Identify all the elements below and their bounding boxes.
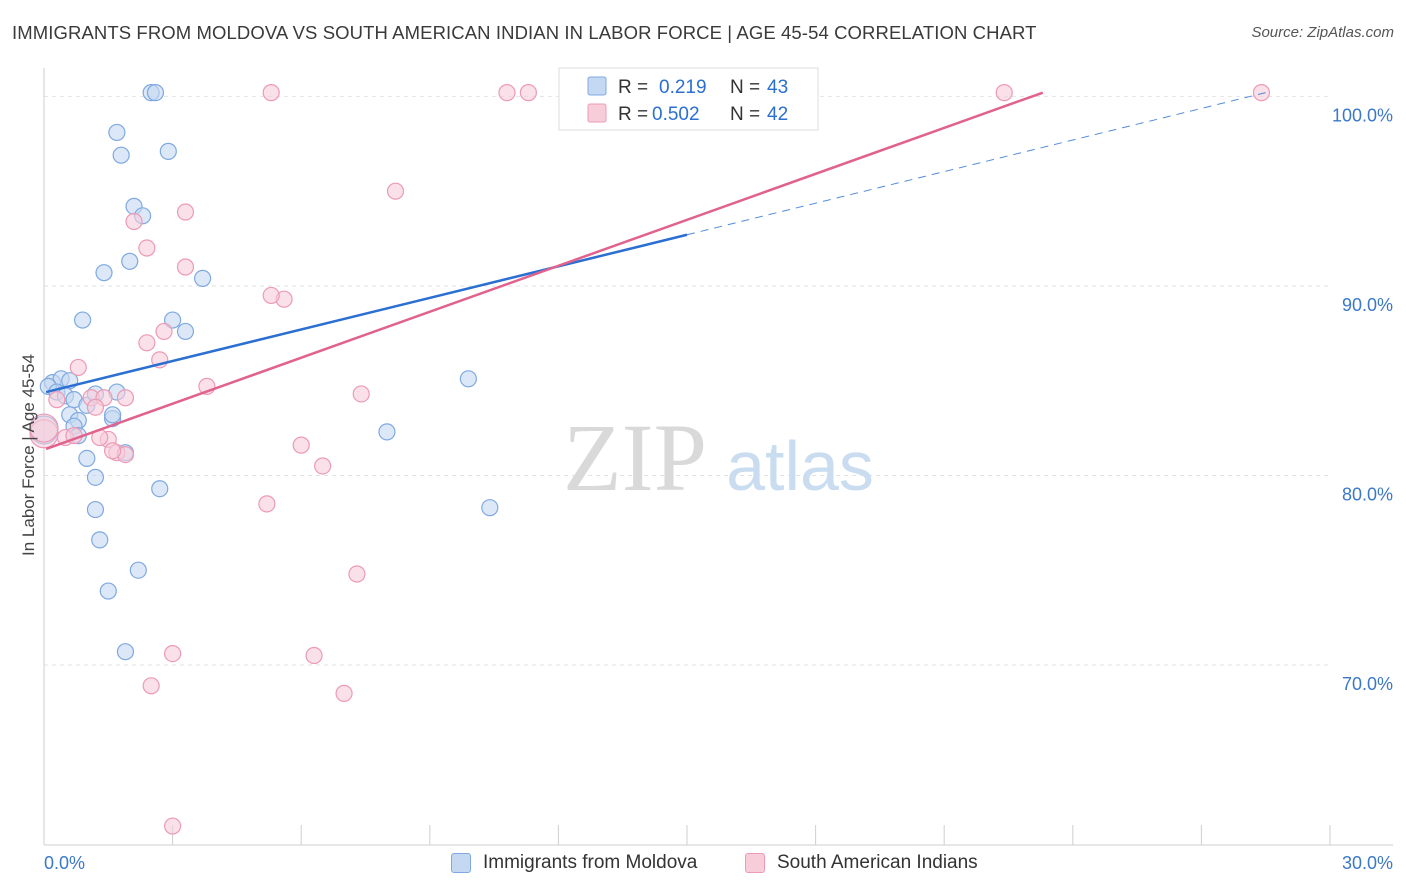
point-south-american xyxy=(314,457,332,475)
watermark-zip: ZIP xyxy=(563,404,707,511)
trend-lines xyxy=(45,91,1266,451)
y-tick-label: 100.0% xyxy=(1332,105,1393,125)
legend-item-south-american: South American Indians xyxy=(745,852,978,874)
point-south-american xyxy=(262,286,280,305)
point-south-american xyxy=(138,239,156,257)
point-moldova xyxy=(121,252,139,270)
stats-r-label-south-american: R = xyxy=(618,104,648,125)
point-moldova xyxy=(151,480,169,498)
point-south-american xyxy=(1252,84,1271,102)
point-south-american xyxy=(292,436,310,454)
point-south-american xyxy=(164,817,182,835)
watermark-atlas: atlas xyxy=(726,427,874,505)
point-moldova xyxy=(95,264,113,282)
x-tick-label-max: 30.0% xyxy=(1342,853,1393,873)
point-south-american xyxy=(155,322,173,341)
y-tick-label: 80.0% xyxy=(1342,484,1393,504)
stats-swatch-south-american xyxy=(587,103,607,123)
legend-item-moldova: Immigrants from Moldova xyxy=(451,852,697,874)
point-moldova xyxy=(481,499,499,517)
stats-r-label-moldova: R = xyxy=(618,77,648,98)
point-moldova xyxy=(112,146,130,164)
stats-legend: R = 0.219 N = 43 R = 0.502 N = 42 xyxy=(558,67,819,131)
trend-extension-moldova xyxy=(686,92,1266,236)
point-moldova xyxy=(78,449,96,467)
stats-n-value-south-american: 42 xyxy=(767,104,788,125)
point-moldova xyxy=(459,370,477,388)
point-south-american xyxy=(262,84,280,102)
stats-r-value-moldova: 0.219 xyxy=(659,77,707,98)
watermark: ZIP atlas xyxy=(563,404,874,511)
point-south-american xyxy=(103,442,122,460)
point-south-american xyxy=(142,677,160,695)
chart-title: IMMIGRANTS FROM MOLDOVA VS SOUTH AMERICA… xyxy=(12,22,1037,43)
point-moldova xyxy=(378,423,396,441)
point-moldova xyxy=(86,468,105,486)
legend-label-south-american: South American Indians xyxy=(777,852,978,873)
legend-swatch-south-american xyxy=(745,853,765,873)
point-south-american xyxy=(138,334,156,352)
point-moldova xyxy=(99,582,117,600)
point-moldova xyxy=(194,269,212,287)
chart-source: Source: ZipAtlas.com xyxy=(1251,24,1394,41)
point-south-american xyxy=(348,565,366,583)
y-axis-label: In Labor Force | Age 45-54 xyxy=(19,354,38,556)
stats-n-label-south-american: N = xyxy=(730,104,760,125)
trend-line-south-american xyxy=(45,91,1044,451)
point-moldova xyxy=(86,500,105,519)
series-legend: Immigrants from Moldova South American I… xyxy=(0,852,1406,880)
point-moldova xyxy=(129,561,147,579)
point-moldova xyxy=(159,142,177,160)
point-moldova xyxy=(103,406,122,424)
point-moldova xyxy=(108,123,126,142)
legend-swatch-moldova xyxy=(451,853,471,873)
axes xyxy=(43,68,1393,846)
point-south-american xyxy=(305,646,323,665)
point-south-american xyxy=(176,203,195,221)
stats-n-label-moldova: N = xyxy=(730,77,760,98)
point-south-american xyxy=(48,391,66,409)
stats-swatch-moldova xyxy=(587,76,607,96)
point-south-american xyxy=(125,212,143,231)
point-south-american xyxy=(335,684,353,702)
y-tick-label: 90.0% xyxy=(1342,295,1393,315)
tick-labels: 100.0% 90.0% 80.0% 70.0% 0.0% 30.0% xyxy=(44,105,1393,873)
trend-line-moldova xyxy=(45,233,688,394)
point-south-american xyxy=(176,258,195,276)
point-south-american xyxy=(164,644,182,663)
point-south-american xyxy=(86,398,105,416)
point-moldova xyxy=(176,322,195,341)
point-moldova xyxy=(164,311,182,329)
point-south-american xyxy=(258,495,276,513)
y-tick-label: 70.0% xyxy=(1342,674,1393,694)
stats-n-value-moldova: 43 xyxy=(767,77,788,98)
point-south-american xyxy=(995,84,1013,102)
legend-label-moldova: Immigrants from Moldova xyxy=(483,852,698,873)
point-south-american xyxy=(498,84,516,102)
point-south-american xyxy=(352,385,370,403)
point-moldova xyxy=(146,84,165,102)
point-south-american xyxy=(519,84,537,102)
point-south-american xyxy=(29,413,59,443)
point-south-american xyxy=(116,389,135,407)
point-south-american xyxy=(386,182,405,200)
point-moldova xyxy=(73,311,92,329)
point-moldova xyxy=(91,531,109,549)
point-south-american xyxy=(69,358,87,377)
point-moldova xyxy=(116,643,135,661)
x-tick-label-min: 0.0% xyxy=(44,853,85,873)
stats-r-value-south-american: 0.502 xyxy=(652,104,700,125)
